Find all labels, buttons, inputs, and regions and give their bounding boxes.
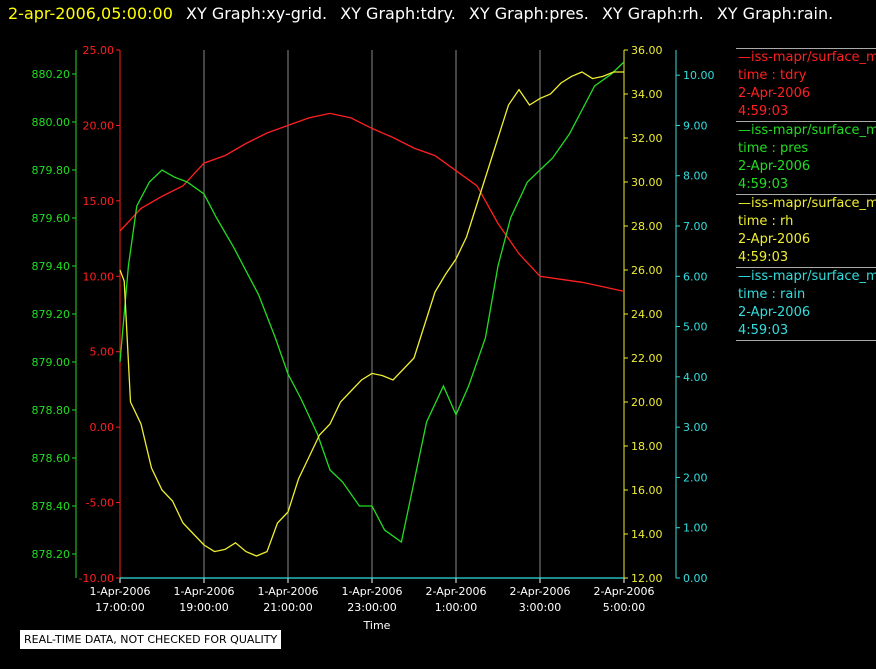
rh-tick-label: 30.00 [631, 176, 663, 189]
rain-tick-label: 9.00 [683, 119, 708, 132]
legend-tdry[interactable]: —iss-mapr/surface_m time : tdry 2-Apr-2006… [736, 48, 876, 119]
x-tick-label: 1:00:00 [435, 601, 477, 614]
x-tick-label: 21:00:00 [263, 601, 312, 614]
title-graph-pres: XY Graph:pres. [468, 4, 589, 23]
title-graph-rain: XY Graph:rain. [716, 4, 834, 23]
x-tick-label: 19:00:00 [179, 601, 228, 614]
pres-tick-label: 879.80 [32, 164, 71, 177]
rh-tick-label: 32.00 [631, 132, 663, 145]
rain-tick-label: 3.00 [683, 421, 708, 434]
pres-tick-label: 878.40 [32, 500, 71, 513]
rain-tick-label: 10.00 [683, 69, 715, 82]
rh-tick-label: 20.00 [631, 396, 663, 409]
rain-tick-label: 0.00 [683, 572, 708, 585]
rh-tick-label: 36.00 [631, 44, 663, 57]
rain-tick-label: 7.00 [683, 220, 708, 233]
rh-tick-label: 24.00 [631, 308, 663, 321]
pres-tick-label: 878.80 [32, 404, 71, 417]
legend-rain[interactable]: —iss-mapr/surface_m time : rain 2-Apr-2006… [736, 267, 876, 341]
rh-tick-label: 34.00 [631, 88, 663, 101]
x-tick-label: 1-Apr-2006 [257, 585, 318, 598]
tdry-series-line [119, 112, 625, 293]
rain-tick-label: 6.00 [683, 270, 708, 283]
x-tick-label: 2-Apr-2006 [425, 585, 486, 598]
tdry-tick-label: 20.00 [83, 119, 115, 132]
pres-series-line [119, 61, 625, 544]
x-tick-label: 1-Apr-2006 [341, 585, 402, 598]
rain-tick-label: 1.00 [683, 522, 708, 535]
pres-tick-label: 880.00 [32, 116, 71, 129]
pres-tick-label: 880.20 [32, 68, 71, 81]
x-tick-label: 5:00:00 [603, 601, 645, 614]
rain-tick-label: 2.00 [683, 471, 708, 484]
rain-tick-label: 4.00 [683, 371, 708, 384]
x-tick-label: 17:00:00 [95, 601, 144, 614]
legend-pres[interactable]: —iss-mapr/surface_m time : pres 2-Apr-2006… [736, 121, 876, 192]
x-tick-label: 1-Apr-2006 [173, 585, 234, 598]
pres-tick-label: 879.00 [32, 356, 71, 369]
x-tick-label: 2-Apr-2006 [509, 585, 570, 598]
x-tick-label: 1-Apr-2006 [89, 585, 150, 598]
title-graph-tdry: XY Graph:tdry. [340, 4, 456, 23]
title-bar: 2-apr-2006,05:00:00 XY Graph:xy-grid. XY… [8, 4, 841, 23]
x-tick-label: 23:00:00 [347, 601, 396, 614]
tdry-tick-label: -5.00 [86, 497, 114, 510]
rh-series-line [119, 71, 624, 557]
pres-tick-label: 879.20 [32, 308, 71, 321]
rh-tick-label: 18.00 [631, 440, 663, 453]
tdry-tick-label: -10.00 [79, 572, 114, 585]
tdry-tick-label: 5.00 [90, 346, 115, 359]
legend: —iss-mapr/surface_m time : tdry 2-Apr-2006… [736, 48, 876, 341]
quality-notice: REAL-TIME DATA, NOT CHECKED FOR QUALITY [20, 630, 282, 649]
pres-tick-label: 879.60 [32, 212, 71, 225]
rh-tick-label: 16.00 [631, 484, 663, 497]
rh-tick-label: 22.00 [631, 352, 663, 365]
pres-tick-label: 878.60 [32, 452, 71, 465]
legend-rh[interactable]: —iss-mapr/surface_m time : rh 2-Apr-2006 4:… [736, 194, 876, 265]
title-graph-xy-grid: XY Graph:xy-grid. [186, 4, 328, 23]
x-axis-label: Time [363, 619, 391, 632]
tdry-tick-label: 10.00 [83, 270, 115, 283]
title-graph-rh: XY Graph:rh. [601, 4, 704, 23]
rain-tick-label: 8.00 [683, 170, 708, 183]
tdry-tick-label: 25.00 [83, 44, 115, 57]
tdry-tick-label: 0.00 [90, 421, 115, 434]
rh-tick-label: 28.00 [631, 220, 663, 233]
tdry-tick-label: 15.00 [83, 195, 115, 208]
pres-tick-label: 879.40 [32, 260, 71, 273]
title-time: 2-apr-2006,05:00:00 [8, 4, 173, 23]
rh-tick-label: 14.00 [631, 528, 663, 541]
rain-tick-label: 5.00 [683, 321, 708, 334]
rh-tick-label: 26.00 [631, 264, 663, 277]
x-tick-label: 3:00:00 [519, 601, 561, 614]
rh-tick-label: 12.00 [631, 572, 663, 585]
pres-tick-label: 878.20 [32, 548, 71, 561]
x-tick-label: 2-Apr-2006 [593, 585, 654, 598]
